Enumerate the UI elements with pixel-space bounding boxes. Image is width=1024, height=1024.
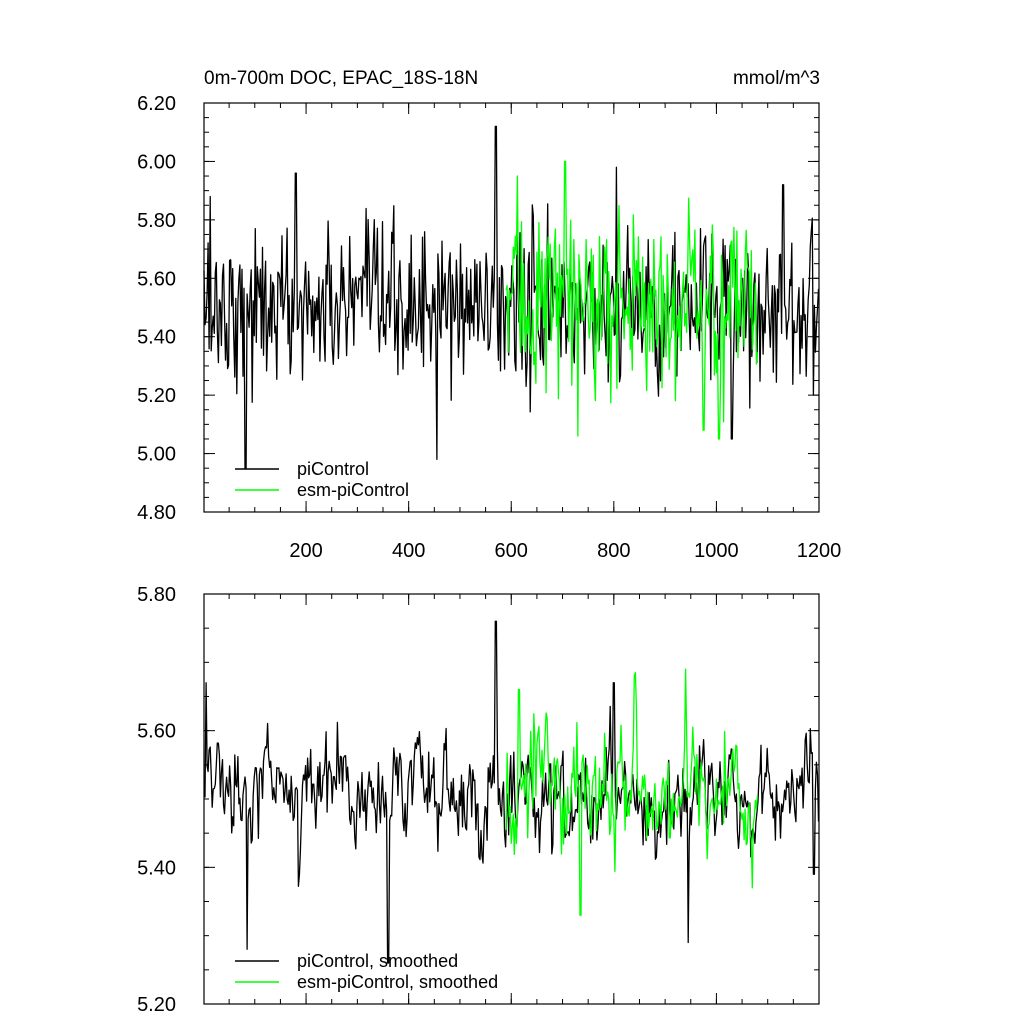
top-chart-title: 0m-700m DOC, EPAC_18S-18N bbox=[204, 68, 478, 89]
top-y-tick-label: 5.80 bbox=[137, 210, 176, 232]
top-x-tick-label: 200 bbox=[289, 540, 322, 562]
top-chart-units: mmol/m^3 bbox=[733, 68, 820, 89]
top-x-tick-label: 1000 bbox=[694, 540, 739, 562]
top-series-line-picontrol bbox=[203, 125, 820, 469]
bottom-series-line-esm-picontrol-smoothed bbox=[505, 668, 759, 916]
top-series-line-esm-picontrol bbox=[505, 160, 759, 440]
top-y-tick-label: 5.20 bbox=[137, 385, 176, 407]
bottom-legend-label-picontrol: piControl, smoothed bbox=[297, 951, 458, 971]
bottom-y-tick-label: 5.80 bbox=[137, 584, 176, 606]
top-x-tick-label: 400 bbox=[392, 540, 425, 562]
top-x-tick-label: 1200 bbox=[797, 540, 842, 562]
bottom-legend-label-esm-picontrol: esm-piControl, smoothed bbox=[297, 972, 498, 992]
top-y-tick-label: 5.40 bbox=[137, 327, 176, 349]
top-x-tick-labels: 200 400 600 800 1000 1200 bbox=[289, 540, 841, 562]
bottom-y-tick-labels: 5.20 5.40 5.60 5.80 bbox=[137, 584, 176, 1016]
top-legend-label-esm-picontrol: esm-piControl bbox=[297, 480, 409, 500]
top-y-tick-label: 6.00 bbox=[137, 151, 176, 173]
top-series-group bbox=[203, 125, 820, 469]
bottom-series-line-picontrol-smoothed bbox=[203, 620, 820, 964]
top-legend: piControl esm-piControl bbox=[235, 459, 409, 500]
bottom-y-tick-label: 5.20 bbox=[137, 994, 176, 1016]
top-tick-group bbox=[204, 102, 820, 513]
top-y-tick-label: 4.80 bbox=[137, 502, 176, 524]
bottom-legend: piControl, smoothed esm-piControl, smoot… bbox=[235, 951, 498, 992]
bottom-y-tick-label: 5.60 bbox=[137, 721, 176, 743]
bottom-y-tick-label: 5.40 bbox=[137, 857, 176, 879]
bottom-series-group bbox=[203, 620, 820, 964]
top-legend-label-picontrol: piControl bbox=[297, 459, 369, 479]
top-x-tick-label: 600 bbox=[495, 540, 528, 562]
bottom-panel: 5.20 5.40 5.60 5.80 piControl, smoothed … bbox=[137, 584, 820, 1016]
top-y-tick-label: 5.60 bbox=[137, 268, 176, 290]
top-y-tick-label: 6.20 bbox=[137, 93, 176, 115]
top-y-tick-label: 5.00 bbox=[137, 444, 176, 466]
bottom-tick-group bbox=[204, 593, 820, 1005]
top-y-tick-labels: 4.80 5.00 5.20 5.40 5.60 5.80 6.00 6.20 bbox=[137, 93, 176, 524]
top-x-tick-label: 800 bbox=[597, 540, 630, 562]
top-panel: 0m-700m DOC, EPAC_18S-18N mmol/m^3 4.80 … bbox=[137, 68, 841, 562]
